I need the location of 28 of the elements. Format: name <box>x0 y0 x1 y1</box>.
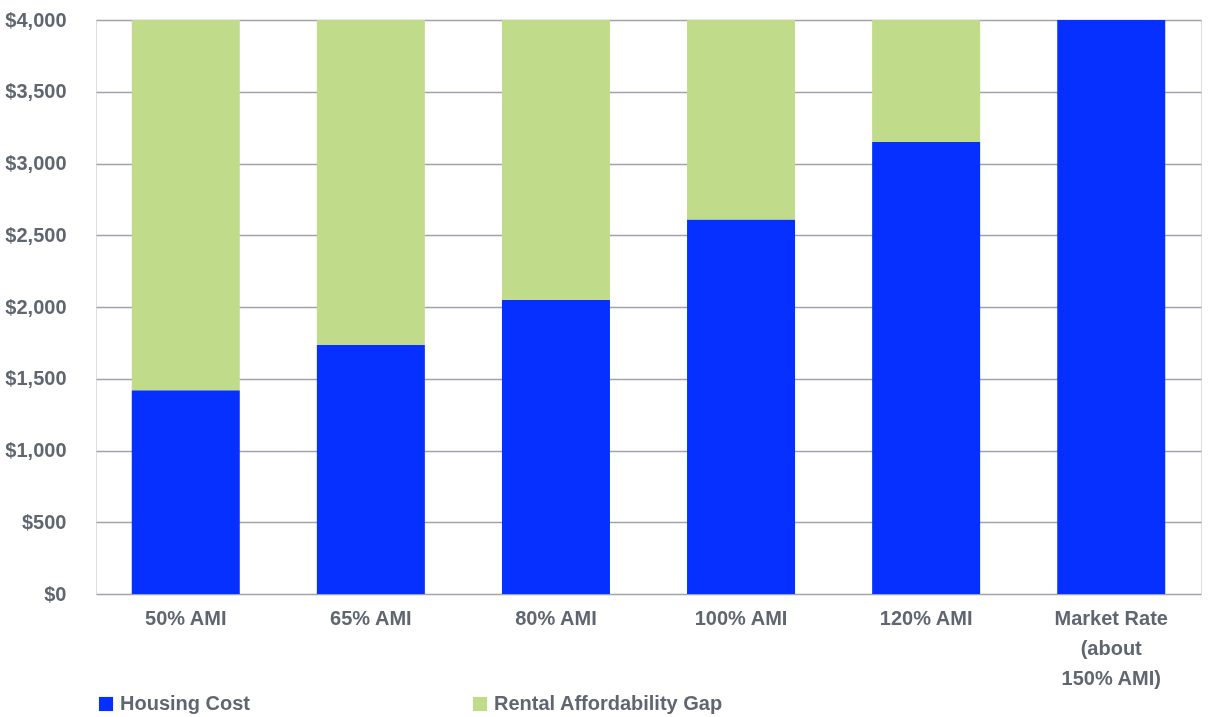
bar <box>687 20 796 220</box>
x-tick-label: Market Rate (about 150% AMI) <box>1054 606 1168 689</box>
x-tick-label: 100% AMI <box>694 606 788 629</box>
y-tick-label: $2,500 <box>5 223 67 246</box>
legend-label: Rental Affordability Gap <box>494 692 723 714</box>
legend-label: Housing Cost <box>120 692 251 714</box>
bar <box>316 345 425 594</box>
bar <box>872 20 981 142</box>
bar <box>316 20 425 346</box>
y-tick-label: $1,000 <box>5 439 67 461</box>
bar <box>131 20 240 391</box>
y-tick-label: $0 <box>44 582 67 605</box>
bar <box>687 219 796 594</box>
x-tick-label: 50% AMI <box>145 606 227 629</box>
y-tick-label: $2,000 <box>5 295 67 318</box>
bar <box>131 390 240 594</box>
bar <box>872 141 981 594</box>
x-tick-label: 65% AMI <box>330 606 412 629</box>
y-tick-label: $3,500 <box>5 80 67 103</box>
y-tick-label: $4,000 <box>5 8 67 31</box>
x-tick-label: 120% AMI <box>879 606 973 629</box>
y-tick-label: $500 <box>22 510 67 533</box>
bar <box>501 20 610 300</box>
y-tick-label: $3,000 <box>5 152 67 174</box>
x-tick-label: 80% AMI <box>515 606 597 629</box>
bar <box>501 299 610 594</box>
y-tick-label: $1,500 <box>5 367 67 390</box>
bar <box>1057 20 1166 594</box>
